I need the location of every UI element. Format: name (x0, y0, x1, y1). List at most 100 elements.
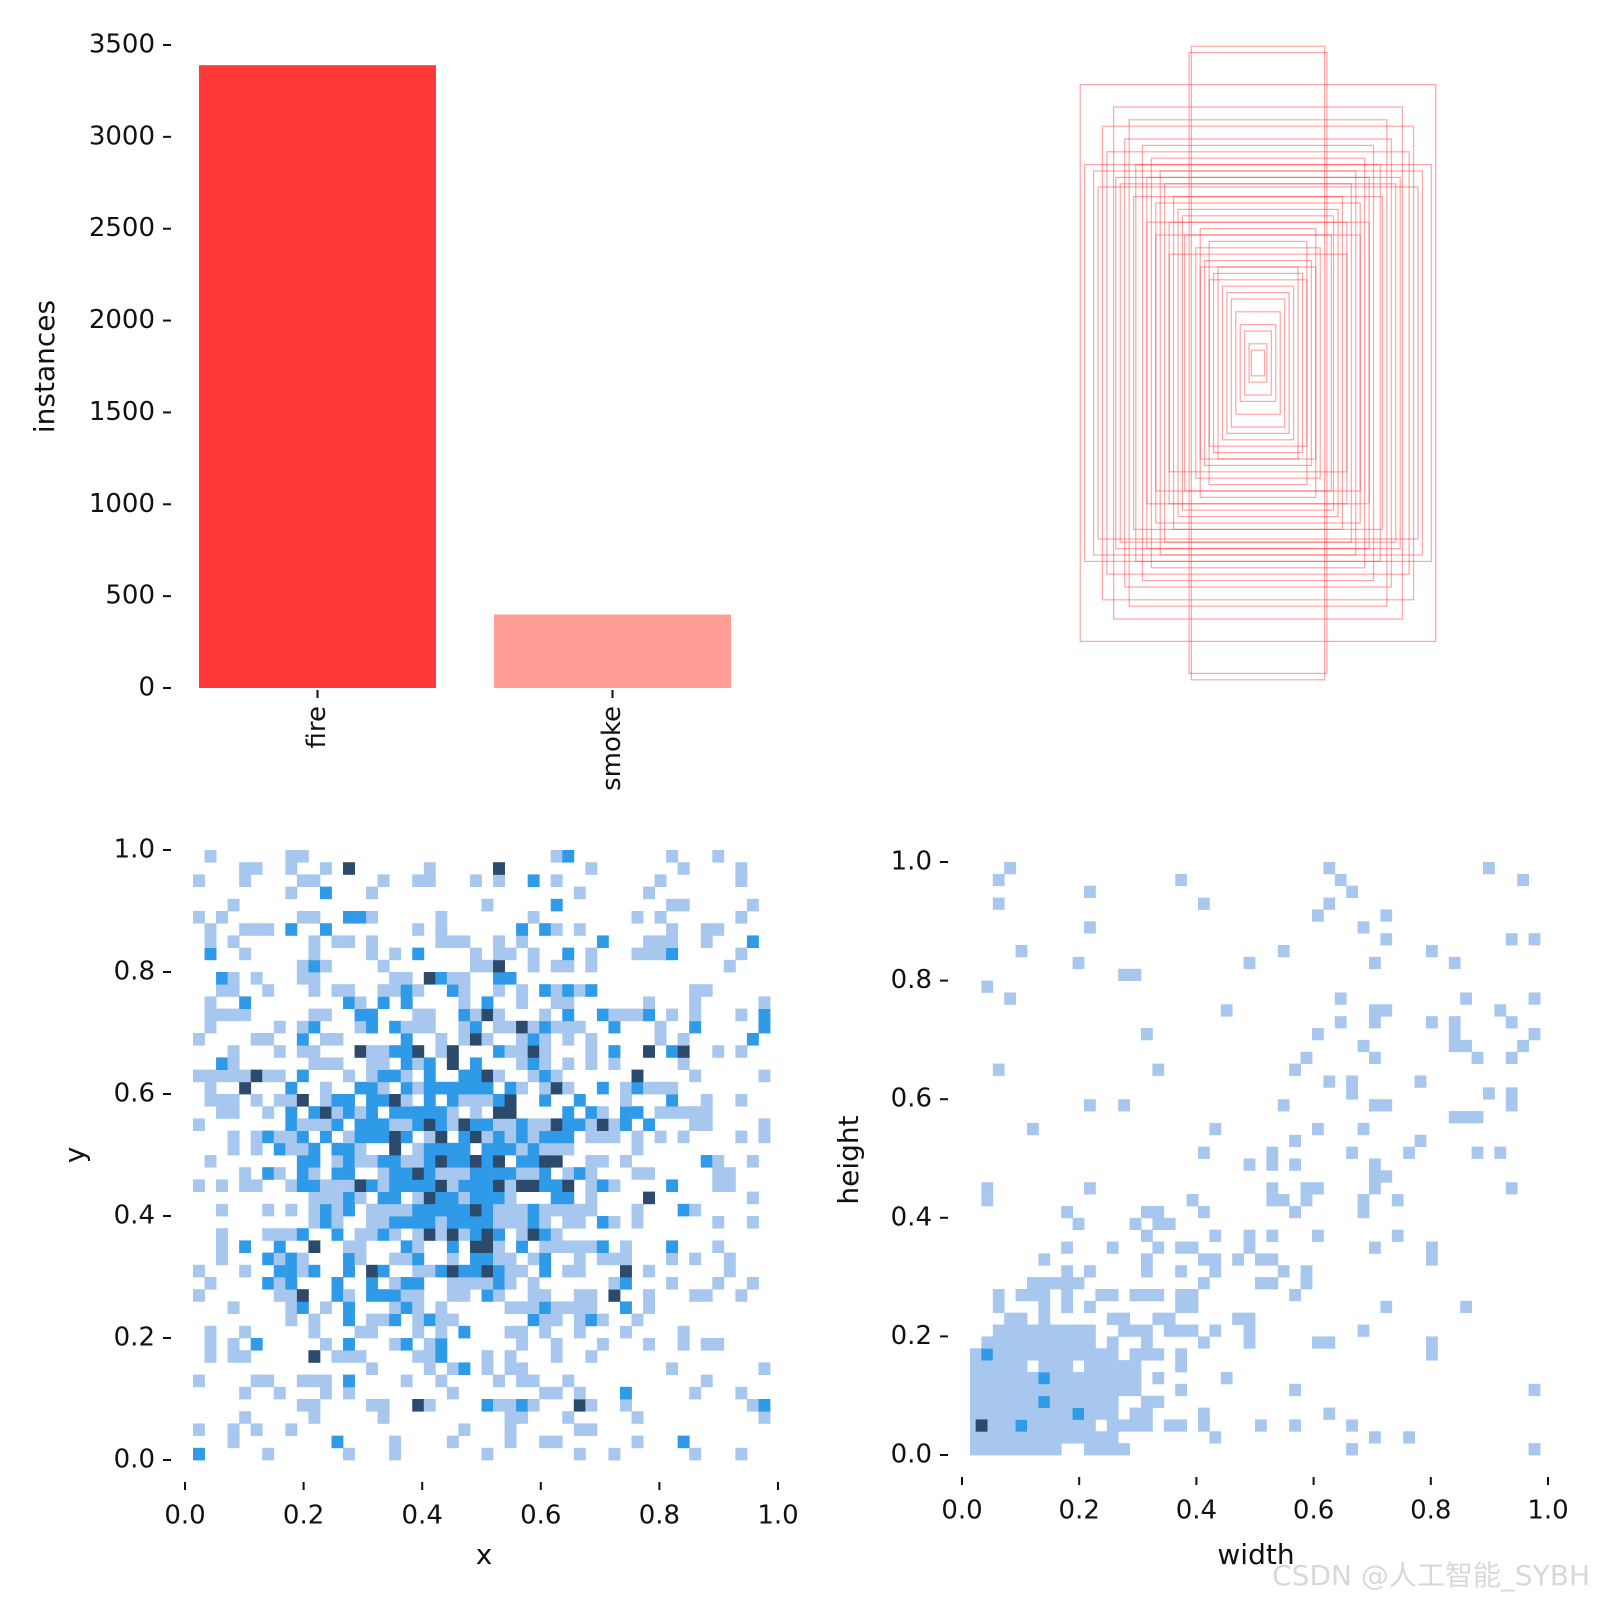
heat-cell (735, 1094, 748, 1107)
heat-cell (539, 1081, 552, 1095)
heat-cell (412, 1106, 425, 1119)
heat-cell (216, 911, 229, 924)
heat-cell (262, 1228, 275, 1241)
heat-cell (654, 874, 667, 887)
heat-cell (435, 1216, 448, 1229)
heat-cell (1323, 897, 1336, 910)
heat-cell (343, 1264, 355, 1278)
heat-cell (1346, 1146, 1358, 1159)
heat-cell (1049, 1383, 1062, 1397)
heat-cell (366, 1008, 379, 1022)
heat-cell (585, 1399, 598, 1412)
heat-cell (216, 1106, 229, 1119)
y-tick-label: 1000 (89, 489, 155, 519)
heat-cell (1175, 1265, 1187, 1278)
heat-cell (619, 1106, 632, 1119)
heat-cell (1494, 1146, 1507, 1159)
heat-cell (585, 1203, 598, 1217)
heat-cell (1141, 1253, 1153, 1266)
heat-cell (273, 1252, 286, 1266)
heat-cell (539, 1118, 552, 1131)
heat-cell (712, 1179, 725, 1192)
heat-cell (1049, 1336, 1062, 1349)
heat-cell (239, 862, 252, 875)
heat-cell (992, 1348, 1005, 1361)
heat-cell (423, 1179, 436, 1192)
heat-cell (992, 1407, 1005, 1420)
heat-cell (389, 1435, 402, 1449)
heat-cell (319, 1008, 332, 1022)
heat-cell (308, 1374, 321, 1388)
heat-cell (435, 1313, 448, 1327)
heat-cell (285, 862, 298, 875)
y-tick-label: 0.4 (114, 1201, 155, 1231)
heat-cell (1289, 1205, 1301, 1219)
heat-cell (723, 1179, 736, 1192)
heat-cell (412, 1240, 425, 1253)
heat-cell-peak (975, 1419, 988, 1432)
heat-cell (1380, 1004, 1393, 1017)
heat-cell (1072, 1419, 1085, 1432)
heat-cell (619, 1399, 632, 1412)
heat-cell (469, 1155, 482, 1168)
heat-cell (354, 1130, 367, 1144)
heat-cell (1141, 1407, 1153, 1420)
heat-cell (400, 996, 413, 1009)
heat-cell (1528, 992, 1541, 1005)
heat-cell (227, 1423, 240, 1436)
heat-cell (712, 1167, 725, 1180)
heat-cell (493, 972, 505, 985)
heat-cell (539, 1179, 552, 1192)
heat-cell (1084, 1348, 1096, 1361)
heat-cell (539, 1301, 552, 1314)
heat-cell (1528, 1443, 1541, 1456)
heat-cell (239, 1350, 252, 1363)
heat-cell (677, 1057, 690, 1070)
heat-cell (1152, 1371, 1165, 1385)
heat-cell (992, 873, 1005, 887)
heat-cell (562, 1264, 575, 1278)
heat-cell (1517, 873, 1529, 887)
heat-cell (446, 1057, 459, 1070)
heat-cell (1038, 1336, 1051, 1349)
heat-cell (296, 1069, 309, 1083)
heat-cell (1277, 1194, 1290, 1207)
heat-cell (1266, 1229, 1279, 1242)
heat-cell (516, 1374, 529, 1388)
heat-cell (539, 1435, 552, 1449)
heat-cell (689, 984, 702, 997)
heat-cell (354, 1179, 367, 1192)
heat-cell (204, 1350, 217, 1363)
heat-cell (412, 1277, 425, 1290)
heat-cell (1289, 1419, 1301, 1432)
heat-cell (1175, 1419, 1187, 1432)
heat-cell (504, 1191, 517, 1205)
heat-cell (573, 1301, 586, 1314)
heat-cell (1061, 1431, 1073, 1444)
heat-cell (539, 1130, 552, 1144)
heat-cell (227, 1338, 240, 1351)
heat-cell (354, 911, 367, 924)
heat-cell (458, 1289, 471, 1302)
heat-cell (423, 1081, 436, 1095)
heat-cell (285, 1313, 298, 1327)
heat-cell (446, 1228, 459, 1241)
heat-cell (250, 1142, 263, 1156)
heat-cell (366, 947, 379, 961)
heat-cell (204, 1338, 217, 1351)
heat-cell (573, 1289, 586, 1302)
heat-cell (193, 1069, 205, 1083)
heat-cell (539, 1289, 552, 1302)
heat-cell (481, 1167, 494, 1180)
heat-cell (446, 984, 459, 997)
heat-cell (400, 1252, 413, 1266)
heat-cell (285, 886, 298, 900)
heat-cell (562, 1081, 575, 1095)
heat-cell (331, 1228, 344, 1241)
heat-cell (1175, 873, 1187, 887)
heat-cell (1084, 1431, 1096, 1444)
box-outline (1208, 279, 1308, 447)
heat-cell (1289, 1134, 1301, 1148)
heat-cell (619, 1301, 632, 1314)
heat-cell (1027, 1348, 1039, 1361)
